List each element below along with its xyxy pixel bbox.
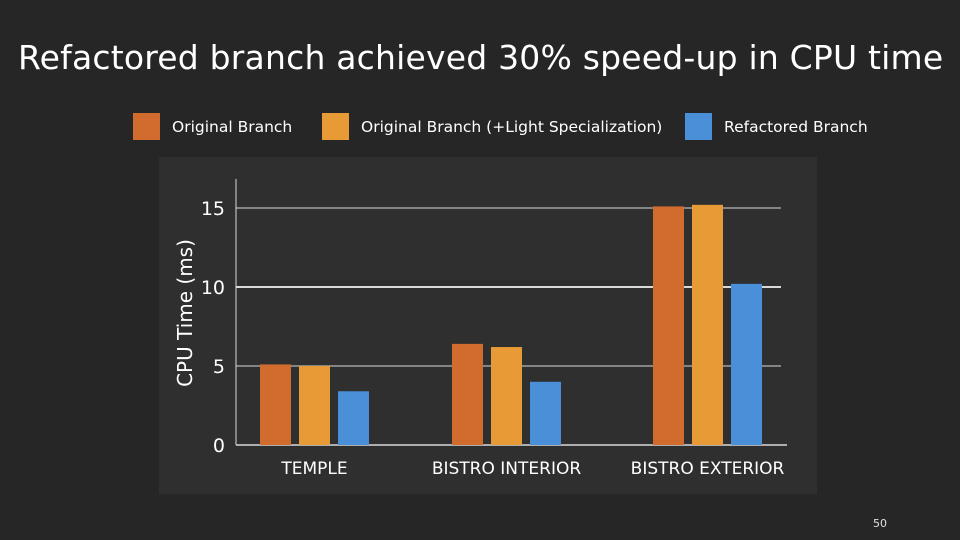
y-tick-label-15: 15 (201, 198, 225, 220)
legend-item-refactored-branch: Refactored Branch (685, 113, 868, 140)
legend-label-original-branch-light-specialization: Original Branch (+Light Specialization) (361, 117, 663, 136)
bar-bistro-exterior-series-1 (692, 204, 723, 445)
bar-bistro-exterior-series-0 (653, 206, 684, 445)
bar-temple-series-0 (260, 364, 291, 445)
bar-temple-series-1 (299, 366, 330, 445)
x-category-label-bistro-exterior: BISTRO EXTERIOR (631, 459, 785, 479)
bar-bistro-interior-series-1 (491, 347, 522, 445)
legend-label-refactored-branch: Refactored Branch (724, 117, 868, 136)
legend-item-original-branch: Original Branch (133, 113, 292, 140)
x-category-label-temple: TEMPLE (280, 459, 347, 479)
bar-bistro-interior-series-0 (452, 343, 483, 445)
y-axis-label: CPU Time (ms) (173, 239, 197, 387)
y-tick-label-10: 10 (201, 277, 225, 299)
legend-label-original-branch: Original Branch (172, 117, 293, 136)
legend-swatch-original-branch-light-specialization (322, 113, 349, 140)
legend-swatch-original-branch (133, 113, 160, 140)
bar-temple-series-2 (338, 391, 369, 445)
slide-title: Refactored branch achieved 30% speed-up … (18, 38, 944, 77)
bar-bistro-exterior-series-2 (731, 283, 762, 445)
legend-item-original-branch-light-specialization: Original Branch (+Light Specialization) (322, 113, 662, 140)
bar-chart: 0 5 10 15 TEMPLE BISTRO INTERIOR BISTRO EXTERI… (173, 179, 787, 479)
bar-bistro-interior-series-2 (530, 381, 561, 445)
x-category-label-bistro-interior: BISTRO INTERIOR (432, 459, 582, 479)
page-number: 50 (873, 517, 887, 530)
y-tick-label-5: 5 (213, 356, 225, 378)
legend-swatch-refactored-branch (685, 113, 712, 140)
y-tick-label-0: 0 (213, 435, 225, 457)
